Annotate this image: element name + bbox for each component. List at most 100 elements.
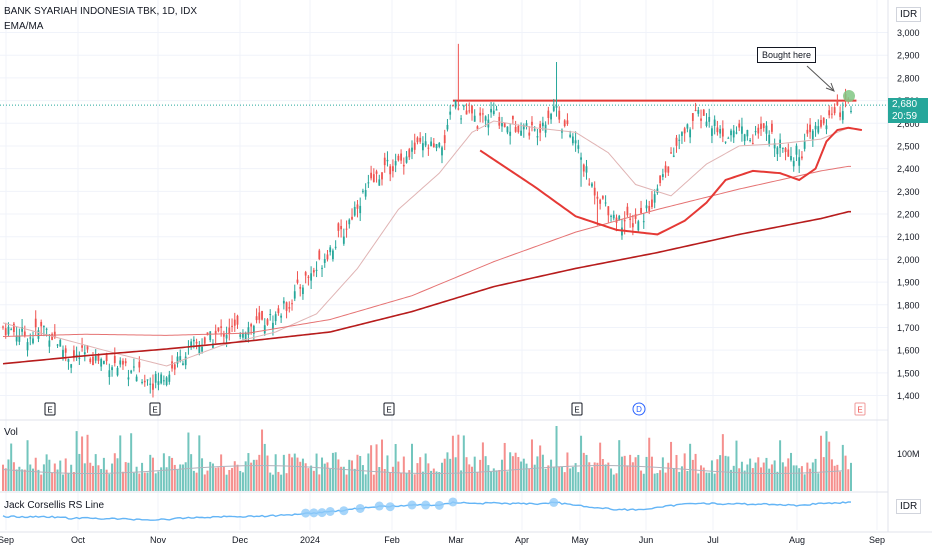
candle: [288, 307, 291, 309]
currency-badge[interactable]: IDR: [896, 7, 922, 22]
candle: [479, 112, 482, 116]
volume-bar: [29, 464, 32, 491]
earnings-marker-label: E: [386, 406, 391, 415]
volume-bar: [56, 469, 59, 491]
candle: [514, 126, 517, 132]
candle: [173, 364, 176, 370]
x-tick-label: May: [571, 535, 589, 545]
volume-bar: [411, 443, 414, 491]
candle: [383, 157, 386, 166]
candle: [566, 120, 569, 125]
y-tick-label: 1,400: [897, 391, 920, 401]
candle: [351, 216, 353, 220]
candle: [291, 303, 293, 305]
volume-bar: [400, 472, 403, 491]
volume-bar: [2, 464, 4, 491]
volume-bar: [822, 457, 825, 491]
candle: [721, 128, 724, 137]
candle: [569, 134, 572, 138]
candle: [511, 115, 514, 120]
volume-bar: [277, 471, 280, 491]
candle: [81, 345, 83, 348]
rs-currency-badge[interactable]: IDR: [896, 499, 922, 514]
candle: [449, 111, 452, 115]
candle: [100, 359, 103, 367]
volume-bar: [809, 468, 812, 491]
volume-bar: [72, 472, 75, 491]
volume-bar: [51, 472, 54, 491]
volume-bar: [839, 471, 842, 491]
volume-bar: [593, 462, 596, 491]
volume-bar: [37, 469, 40, 491]
candle: [814, 125, 817, 130]
candle: [432, 143, 435, 148]
candle: [702, 109, 705, 116]
x-tick-label: Oct: [71, 535, 86, 545]
volume-bar: [536, 456, 539, 491]
volume-bar: [746, 464, 749, 491]
candle: [400, 153, 402, 161]
candle: [263, 325, 266, 334]
candle: [4, 328, 7, 336]
candle: [356, 204, 359, 209]
volume-bar: [732, 465, 735, 491]
candle: [296, 279, 299, 283]
volume-bar: [116, 458, 119, 491]
volume-bar: [211, 463, 214, 491]
volume-bar: [198, 435, 201, 491]
y-tick-label: 3,000: [897, 28, 920, 38]
volume-bar: [585, 454, 588, 491]
candle: [274, 314, 277, 322]
volume-bar: [89, 462, 92, 491]
candle: [686, 124, 689, 129]
dividend-marker-label: D: [636, 405, 642, 414]
volume-bar: [165, 467, 168, 491]
candle: [362, 190, 364, 192]
volume-bar: [236, 464, 239, 491]
volume-bar: [580, 435, 583, 491]
candle: [34, 318, 37, 328]
volume-bar: [615, 473, 618, 491]
volume-bar: [555, 426, 558, 491]
rs-new-high-dot: [309, 508, 319, 518]
candle: [776, 147, 779, 155]
candle: [574, 140, 577, 144]
candle: [78, 357, 81, 359]
candle: [209, 331, 212, 341]
candle: [454, 100, 457, 108]
candle: [811, 130, 814, 140]
candle: [214, 330, 217, 335]
candle: [798, 157, 801, 166]
rs-new-high-dot: [355, 503, 365, 513]
candle: [252, 325, 255, 334]
candle: [51, 333, 53, 340]
volume-bar: [438, 472, 441, 491]
ma-long-line: [2, 210, 851, 365]
candle: [484, 116, 487, 121]
candle: [162, 380, 165, 382]
volume-bar: [15, 469, 18, 491]
earnings-marker-icon: [854, 402, 866, 416]
candle: [179, 356, 182, 362]
volume-bar: [203, 474, 206, 491]
x-tick-label: Nov: [150, 535, 167, 545]
volume-bar: [102, 457, 105, 491]
candle: [716, 127, 719, 133]
rs-title: Jack Corsellis RS Line: [4, 500, 105, 511]
candle: [282, 300, 285, 304]
candle: [719, 128, 722, 134]
candle: [705, 121, 708, 126]
candle: [790, 156, 792, 161]
candle: [610, 215, 612, 217]
candle: [462, 105, 465, 107]
candle: [460, 118, 462, 120]
candle: [817, 126, 820, 133]
volume-bar: [735, 440, 738, 491]
volume-bar: [702, 467, 705, 491]
candle: [389, 166, 392, 175]
y-tick-label: 2,100: [897, 232, 920, 242]
countdown-label: 20:59: [888, 111, 928, 123]
volume-bar: [700, 465, 703, 491]
grid: [0, 0, 888, 530]
